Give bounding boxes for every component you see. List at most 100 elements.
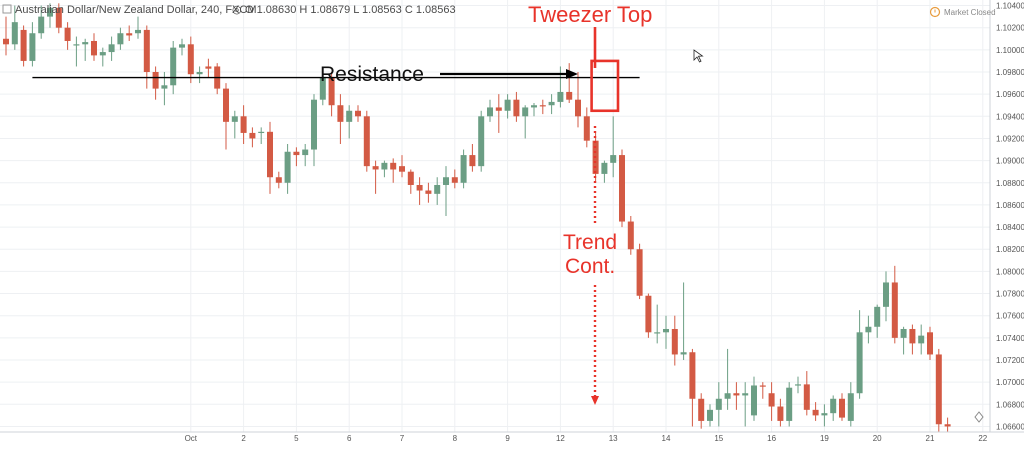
candle-body-bull (284, 151, 291, 183)
candle-body-bear (64, 27, 71, 41)
candle-body-bear (495, 107, 502, 111)
candle-body-bull (522, 107, 529, 117)
candle-body-bull (135, 29, 141, 34)
time-tick-label: 6 (347, 434, 352, 443)
ohlc-readout: O 1.08630 H 1.08679 L 1.08563 C 1.08563 (245, 4, 456, 16)
candle-body-bear (399, 166, 405, 172)
candle-body-bear (566, 91, 573, 100)
candle-body-bear (187, 44, 194, 75)
candle-body-bear (927, 332, 933, 355)
candle-body-bull (795, 384, 801, 386)
symbol-title: Australian Dollar/New Zealand Dollar, 24… (15, 4, 257, 16)
visibility-eye-icon[interactable]: ◎ (232, 4, 242, 16)
price-tick-label: 1.07800 (996, 290, 1024, 299)
candle-body-bear (839, 398, 845, 418)
price-tick-label: 1.10400 (996, 2, 1024, 11)
candle-body-bull (856, 332, 863, 394)
price-tick-label: 1.07400 (996, 334, 1024, 343)
candle-body-bull (11, 22, 18, 45)
candle-body-bull (487, 107, 493, 117)
candle-body-bull (654, 332, 661, 334)
price-tick-label: 1.09400 (996, 112, 1024, 121)
candle-body-bull (707, 409, 713, 421)
resistance-label: Resistance (320, 63, 424, 86)
time-tick-label: 9 (505, 434, 510, 443)
resistance-arrow-head-icon (566, 69, 578, 79)
candle-body-bear (355, 110, 361, 117)
time-tick-label: 7 (400, 434, 405, 443)
price-tick-label: 1.10000 (996, 46, 1024, 55)
candle-body-bull (478, 116, 485, 167)
price-tick-label: 1.09600 (996, 90, 1024, 99)
candle-body-bull (161, 85, 168, 89)
price-axis[interactable]: 1.10400 1.10200 1.10000 1.09800 1.09600 1.094… (996, 2, 1024, 432)
candle-body-bull (680, 352, 687, 355)
candle-body-bear (293, 151, 300, 156)
candle-body-bear (328, 77, 335, 106)
candle-body-bull (883, 282, 889, 307)
candle-body-bull (302, 149, 309, 156)
time-tick-label: 19 (820, 434, 829, 443)
tweezer-highlight-box (590, 59, 620, 113)
candle-body-bear (777, 406, 784, 421)
candle-body-bull (108, 44, 115, 53)
candle-body-bull (715, 398, 722, 410)
candle-body-bear (689, 352, 696, 399)
candle-body-bear (249, 132, 256, 139)
time-tick-label: 15 (714, 434, 723, 443)
symbol-menu-icon[interactable] (2, 4, 12, 14)
candle-body-bull (117, 33, 124, 45)
time-tick-label: 22 (978, 434, 987, 443)
time-tick-label: 2 (241, 434, 246, 443)
scroll-to-latest-icon[interactable] (974, 411, 984, 423)
annotations: Resistance Tweezer Top Trend Cont. (32, 2, 652, 405)
candle-body-bear (205, 66, 212, 69)
candle-body-bear (372, 166, 379, 170)
price-tick-label: 1.07200 (996, 356, 1024, 365)
price-tick-label: 1.08200 (996, 245, 1024, 254)
candle-body-bear (935, 354, 942, 425)
candle-body-bear (759, 385, 766, 387)
candle-body-bull (830, 398, 837, 414)
candle-body-bull (179, 44, 185, 48)
candle-body-bear (671, 328, 678, 355)
candle-body-bear (575, 99, 581, 117)
candle-body-bull (29, 33, 36, 61)
candle-body-bear (513, 99, 520, 117)
candle-body-bull (548, 101, 555, 106)
candle-body-bull (170, 47, 177, 86)
candle-body-bear (363, 116, 370, 167)
candle-body-bear (619, 155, 625, 222)
candle-body-bull (601, 162, 608, 174)
market-clock-icon (929, 6, 941, 18)
candle-body-bear (803, 384, 810, 410)
candle-body-bull (196, 72, 203, 75)
candle-body-bear (126, 33, 133, 36)
candle-body-bear (944, 424, 951, 427)
price-tick-label: 1.07600 (996, 312, 1024, 321)
candle-body-bear (267, 131, 273, 178)
candle-body-bear (55, 7, 62, 28)
candle-body-bear (733, 393, 740, 396)
candle-body-bull (231, 116, 238, 122)
price-tick-label: 1.08000 (996, 267, 1024, 276)
time-axis[interactable]: Oct 2 5 6 7 8 9 12 13 14 15 16 19 20 21 22 (185, 434, 988, 443)
candle-body-bear (451, 177, 458, 183)
candle-body-bull (821, 413, 828, 416)
price-tick-label: 1.06800 (996, 400, 1024, 409)
candle-body-bear (645, 295, 652, 333)
candle-body-bear (223, 88, 229, 122)
candle-body-bull (874, 306, 881, 327)
candle-body-bull (47, 7, 53, 17)
tweezer-top-label: Tweezer Top (528, 2, 652, 27)
candle-body-bear (20, 29, 27, 61)
candle-body-bull (443, 177, 449, 185)
candle-body-bear (891, 282, 898, 338)
candle-body-bear (416, 184, 423, 191)
time-tick-label: 16 (767, 434, 776, 443)
time-tick-label: 5 (294, 434, 299, 443)
candle-body-bull (742, 393, 749, 396)
